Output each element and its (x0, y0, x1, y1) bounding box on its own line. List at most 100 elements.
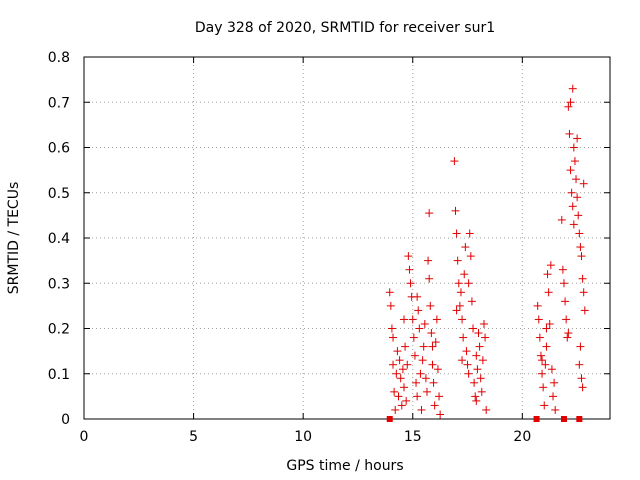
data-point (400, 315, 408, 323)
data-point (579, 275, 587, 283)
data-point (389, 361, 397, 369)
zero-marker (561, 416, 567, 422)
data-point (419, 356, 427, 364)
data-point (482, 406, 490, 414)
data-point (403, 361, 411, 369)
data-point (400, 383, 408, 391)
data-point (561, 297, 569, 305)
data-point (549, 392, 557, 400)
data-point (564, 329, 572, 337)
data-point (414, 306, 422, 314)
data-point (568, 189, 576, 197)
data-point (458, 315, 466, 323)
data-point (407, 279, 415, 287)
zero-marker (534, 416, 540, 422)
y-tick-label: 0.1 (48, 367, 70, 383)
data-point (425, 275, 433, 283)
data-point (392, 370, 400, 378)
data-point (468, 297, 476, 305)
y-tick-label: 0.2 (48, 322, 70, 338)
data-point (574, 211, 582, 219)
data-point (387, 302, 395, 310)
x-tick-label: 5 (189, 429, 198, 445)
plot-frame (84, 57, 610, 419)
data-point (548, 365, 556, 373)
y-tick-label: 0.6 (48, 141, 70, 157)
data-point (431, 401, 439, 409)
data-point (564, 103, 572, 111)
data-point (576, 243, 584, 251)
data-point (472, 397, 480, 405)
data-point (559, 266, 567, 274)
data-point (388, 325, 396, 333)
data-point (389, 334, 397, 342)
data-point (470, 379, 478, 387)
data-point (472, 352, 480, 360)
chart-title: Day 328 of 2020, SRMTID for receiver sur… (195, 20, 495, 36)
data-point (475, 329, 483, 337)
data-point (476, 343, 484, 351)
data-point (410, 334, 418, 342)
data-point (421, 320, 429, 328)
x-tick-label: 10 (294, 429, 312, 445)
data-point (427, 329, 435, 337)
data-point (560, 279, 568, 287)
data-point (575, 229, 583, 237)
y-tick-label: 0.8 (48, 50, 70, 66)
data-point (545, 288, 553, 296)
data-point (471, 392, 479, 400)
data-point (570, 220, 578, 228)
data-point (478, 388, 486, 396)
data-point (466, 229, 474, 237)
zero-marker (387, 416, 393, 422)
data-point (542, 343, 550, 351)
data-point (573, 193, 581, 201)
data-point (459, 334, 467, 342)
data-point (569, 202, 577, 210)
data-point (580, 180, 588, 188)
data-point (538, 370, 546, 378)
data-point (537, 352, 545, 360)
data-point (450, 157, 458, 165)
data-point (544, 270, 552, 278)
data-point (565, 130, 573, 138)
data-point (462, 347, 470, 355)
grid (84, 57, 610, 419)
data-point (550, 379, 558, 387)
data-point (540, 401, 548, 409)
x-tick-label: 0 (80, 429, 89, 445)
data-point (435, 392, 443, 400)
data-point (535, 315, 543, 323)
data-point (397, 374, 405, 382)
zero-marker (576, 416, 582, 422)
x-tick-label: 15 (404, 429, 422, 445)
data-point (534, 302, 542, 310)
data-point (536, 334, 544, 342)
data-point (567, 98, 575, 106)
y-axis-label: SRMTID / TECUs (6, 182, 22, 295)
data-point (455, 279, 463, 287)
axis-ticks: 0 0.1 0.2 0.3 0.4 0.5 0.6 0.7 0.8 0 5 10 15 20 (48, 50, 610, 445)
data-point (396, 356, 404, 364)
data-point (451, 207, 459, 215)
data-point (458, 356, 466, 364)
data-point (469, 325, 477, 333)
data-point (465, 279, 473, 287)
data-point (386, 288, 394, 296)
y-tick-label: 0 (61, 412, 70, 428)
data-point (465, 370, 473, 378)
data-point (409, 315, 417, 323)
data-point (562, 315, 570, 323)
data-point (481, 334, 489, 342)
data-point (404, 252, 412, 260)
data-point (413, 293, 421, 301)
data-point (578, 252, 586, 260)
data-point (457, 288, 465, 296)
data-point (480, 320, 488, 328)
data-point (393, 347, 401, 355)
data-point (539, 383, 547, 391)
data-point (428, 361, 436, 369)
data-point (405, 266, 413, 274)
data-point (570, 144, 578, 152)
data-point (430, 379, 438, 387)
